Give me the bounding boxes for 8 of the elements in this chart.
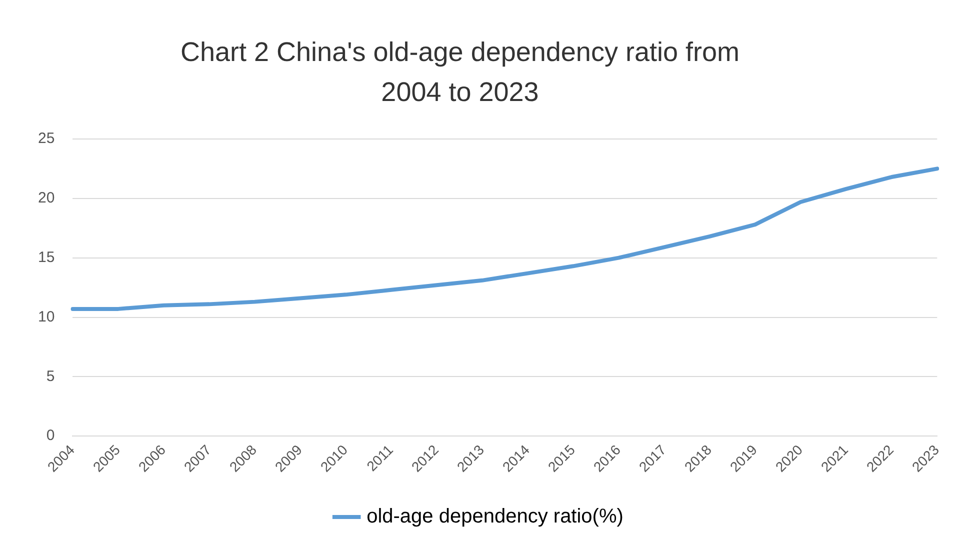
chart-title: Chart 2 China's old-age dependency ratio from 2004 to 2023 bbox=[180, 36, 740, 109]
legend-label: old-age dependency ratio(%) bbox=[366, 506, 624, 528]
y-tick-label: 25 bbox=[38, 130, 55, 148]
y-tick-label: 5 bbox=[46, 368, 55, 385]
y-tick-label: 0 bbox=[46, 427, 55, 444]
y-tick-label: 20 bbox=[38, 190, 55, 207]
y-tick-label: 15 bbox=[38, 248, 55, 266]
y-tick-label: 10 bbox=[38, 308, 55, 326]
